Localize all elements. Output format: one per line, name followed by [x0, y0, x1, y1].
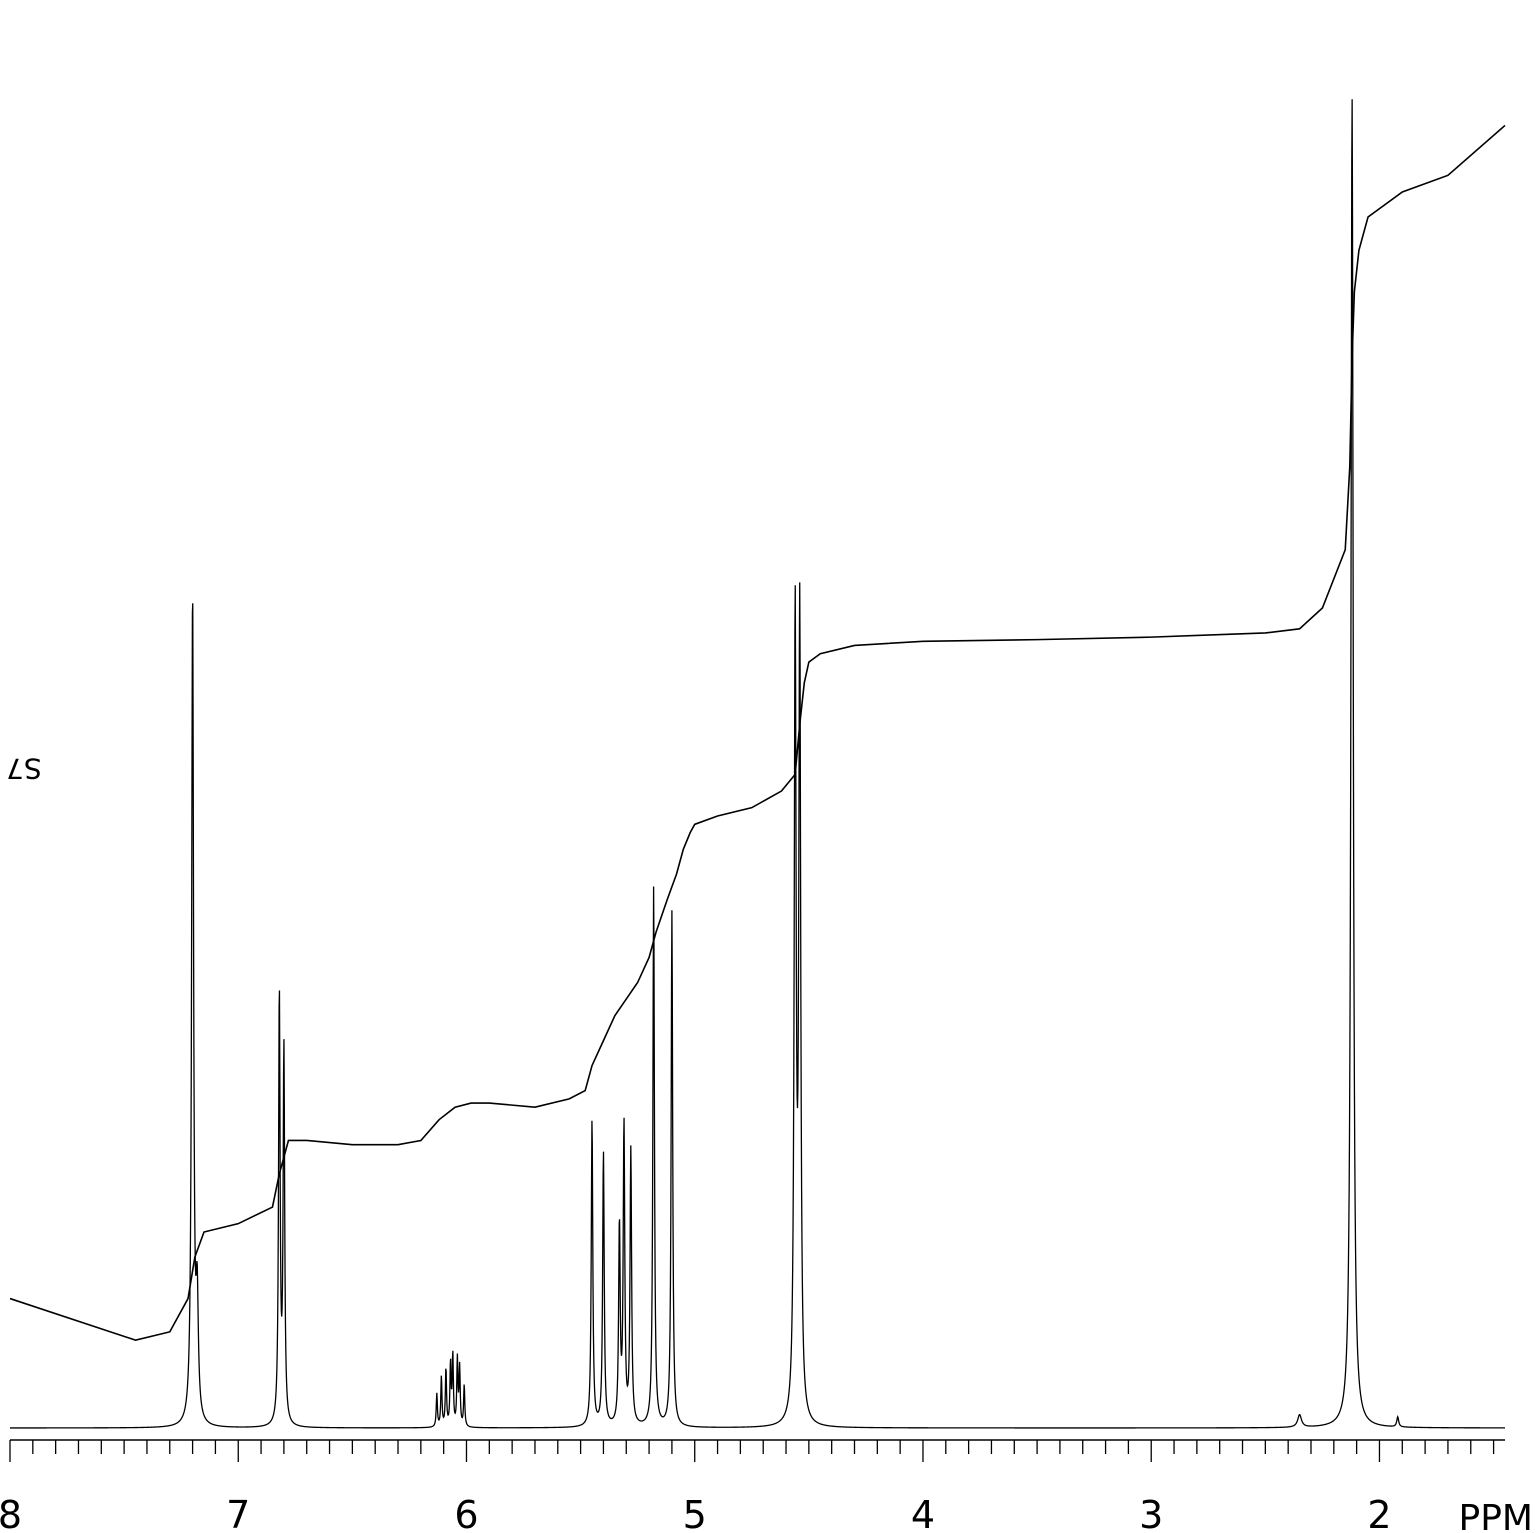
x-tick-label: 8: [0, 1493, 22, 1533]
x-tick-labels: 8 7 6 5 4 3 2: [0, 1493, 1392, 1533]
x-axis-label: PPM: [1459, 1498, 1533, 1533]
x-tick-label: 7: [226, 1493, 250, 1533]
sample-label: S7: [6, 752, 42, 785]
integral-curve: [10, 125, 1505, 1340]
x-tick-label: 2: [1367, 1493, 1391, 1533]
x-tick-label: 6: [454, 1493, 478, 1533]
x-axis: [10, 1440, 1505, 1462]
spectrum-trace: [10, 99, 1505, 1428]
x-tick-label: 3: [1139, 1493, 1163, 1533]
x-tick-label: 4: [911, 1493, 935, 1533]
x-tick-label: 5: [683, 1493, 707, 1533]
